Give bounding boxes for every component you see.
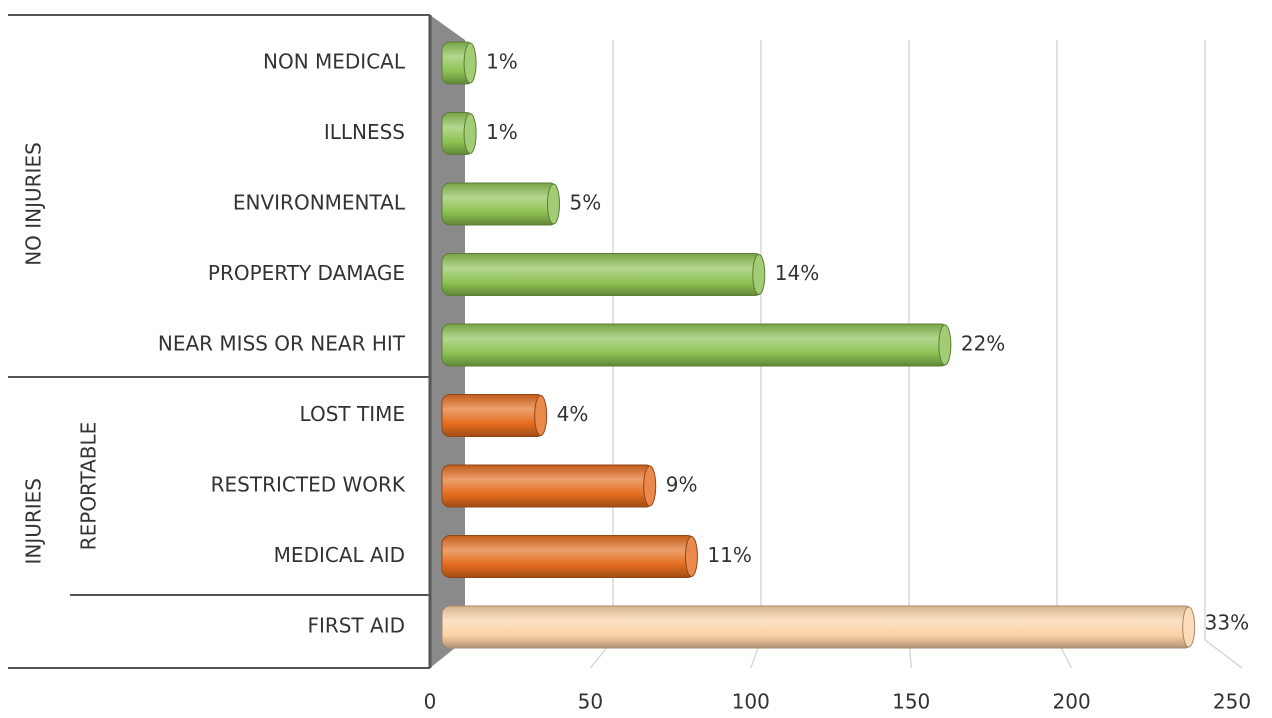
bar [441, 605, 1194, 649]
x-tick-label: 100 [732, 690, 770, 714]
data-label: 33% [1205, 611, 1249, 635]
floor-line [1204, 639, 1243, 669]
bar-cap [684, 536, 698, 577]
y-tick-label: FIRST AID [307, 614, 405, 638]
x-tick-label: 50 [578, 690, 603, 714]
bar-cap [463, 113, 477, 154]
group-label: REPORTABLE [77, 422, 101, 551]
y-tick-label: LOST TIME [300, 402, 405, 426]
x-tick-label: 0 [424, 690, 437, 714]
y-tick-label: NEAR MISS OR NEAR HIT [158, 332, 406, 356]
data-label: 11% [707, 543, 751, 567]
group-label: NO INJURIES [22, 142, 46, 266]
x-tick-label: 250 [1213, 690, 1251, 714]
bar-cap [643, 465, 657, 507]
bar-cap [752, 254, 766, 295]
bar-cap [938, 324, 952, 366]
data-label: 4% [557, 402, 589, 426]
x-tick-label: 200 [1053, 690, 1091, 714]
x-tick-label: 150 [892, 690, 930, 714]
y-tick-label: MEDICAL AID [274, 543, 405, 567]
y-tick-label: NON MEDICAL [263, 50, 406, 74]
bar [441, 464, 655, 508]
bar [441, 535, 696, 578]
bar-cap [546, 183, 560, 225]
data-label: 22% [961, 332, 1005, 356]
bar [441, 394, 546, 437]
bar-cap [1182, 606, 1196, 648]
bar [441, 182, 558, 226]
data-label: 5% [569, 191, 601, 215]
y-tick-label: RESTRICTED WORK [211, 473, 406, 497]
bar-cap [534, 395, 548, 436]
y-tick-label: ILLNESS [324, 120, 405, 144]
y-tick-label: PROPERTY DAMAGE [208, 261, 405, 285]
data-label: 9% [666, 473, 698, 497]
bar-cap [463, 42, 477, 84]
data-label: 1% [486, 50, 518, 74]
data-label: 1% [486, 120, 518, 144]
group-label: INJURIES [22, 478, 46, 565]
y-tick-label: ENVIRONMENTAL [233, 191, 406, 215]
data-label: 14% [775, 261, 819, 285]
bar [441, 323, 950, 367]
bar [441, 253, 764, 296]
